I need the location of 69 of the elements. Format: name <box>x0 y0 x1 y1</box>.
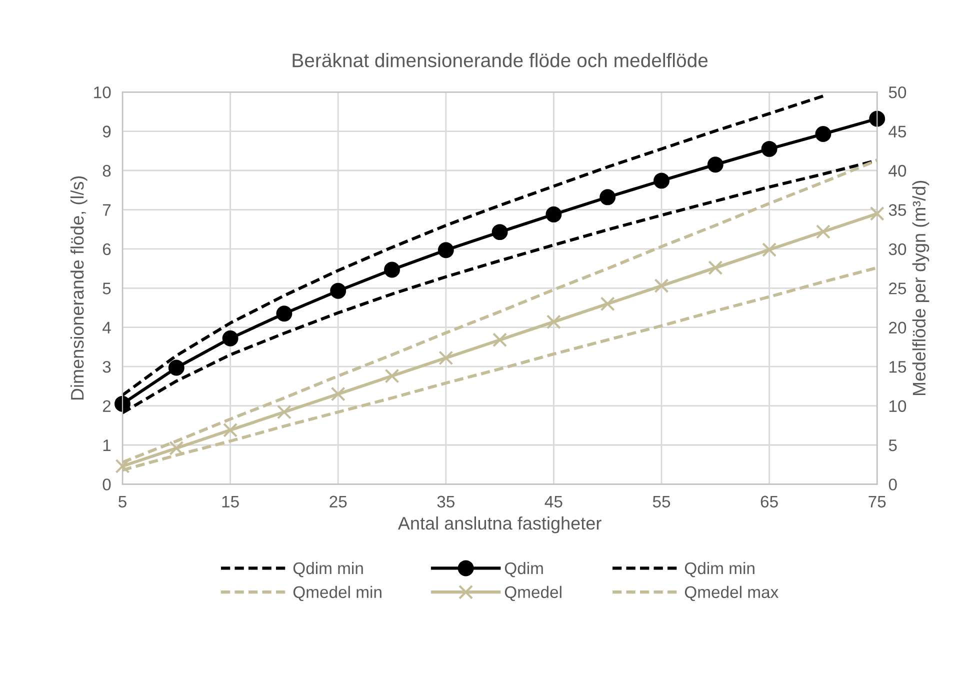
y-tick-label: 6 <box>102 243 111 256</box>
point <box>330 386 346 402</box>
x-tick-label: 55 <box>652 496 670 508</box>
y-tick-label: 5 <box>102 282 111 294</box>
legend-label: Qdim <box>504 562 543 578</box>
point <box>654 278 669 294</box>
point <box>384 368 400 384</box>
point <box>169 440 184 456</box>
y2-tick-label: 10 <box>889 400 906 412</box>
point <box>708 260 723 276</box>
legend-label: Qmedel max <box>684 586 778 602</box>
point <box>330 282 346 299</box>
point <box>438 242 454 258</box>
point <box>546 314 561 330</box>
point <box>870 206 884 221</box>
y-tick-label: 10 <box>94 86 111 98</box>
point <box>707 156 724 173</box>
point <box>600 189 616 206</box>
y2-tick-label: 25 <box>889 282 906 294</box>
x-axis-title: Antal anslutna fastigheter <box>398 516 602 534</box>
legend-label: Qdim min <box>684 562 754 578</box>
point <box>815 126 832 142</box>
y-tick-label: 7 <box>102 204 111 216</box>
y-tick-label: 9 <box>102 126 111 138</box>
point <box>762 242 777 258</box>
y-tick-label: 4 <box>102 322 111 334</box>
x-tick-label: 25 <box>330 496 347 508</box>
x-tick-label: 65 <box>760 496 778 508</box>
point <box>492 332 508 348</box>
point <box>384 262 400 278</box>
point <box>492 224 508 240</box>
y2-tick-label: 40 <box>888 164 906 177</box>
x-tick-label: 15 <box>222 496 239 508</box>
point <box>654 172 670 189</box>
y2-tick-label: 5 <box>888 440 897 452</box>
y-tick-label: 1 <box>103 440 111 452</box>
point <box>438 350 454 366</box>
x-tick-label: 5 <box>118 496 126 508</box>
legend-label: Qmedel <box>504 586 562 602</box>
point <box>168 360 184 376</box>
x-tick-label: 75 <box>868 496 886 508</box>
point <box>115 458 130 474</box>
x-tick-label: 35 <box>437 496 454 508</box>
point <box>222 330 238 346</box>
x-tick-label: 45 <box>544 496 562 508</box>
y-tick-label: 3 <box>102 360 111 373</box>
y2-tick-label: 50 <box>888 86 906 98</box>
chart-title: Beräknat dimensionerande flöde och medelflöde <box>292 52 708 68</box>
y-tick-label: 2 <box>102 400 111 412</box>
point <box>546 206 562 222</box>
point <box>869 110 886 127</box>
point <box>276 306 292 322</box>
point <box>816 224 830 239</box>
legend-label: Qdim min <box>293 562 363 578</box>
point <box>276 404 292 420</box>
y2-tick-label: 0 <box>888 478 897 490</box>
y2-tick-label: 45 <box>888 126 906 138</box>
point <box>761 140 778 157</box>
y2-tick-label: 20 <box>889 322 906 334</box>
point <box>600 296 615 312</box>
y2-tick-label: 15 <box>889 361 906 373</box>
y2-tick-label: 35 <box>888 204 906 216</box>
y2-tick-label: 30 <box>888 243 906 256</box>
y-axis-title: Dimensionerande flöde, (l/s) <box>70 176 88 400</box>
point <box>223 422 238 438</box>
legend-label: Qmedel min <box>293 586 382 602</box>
y-tick-label: 8 <box>102 164 111 177</box>
y-tick-label: 0 <box>102 478 111 490</box>
y2-axis-title: Medelflöde per dygn (m³/d) <box>912 180 930 396</box>
